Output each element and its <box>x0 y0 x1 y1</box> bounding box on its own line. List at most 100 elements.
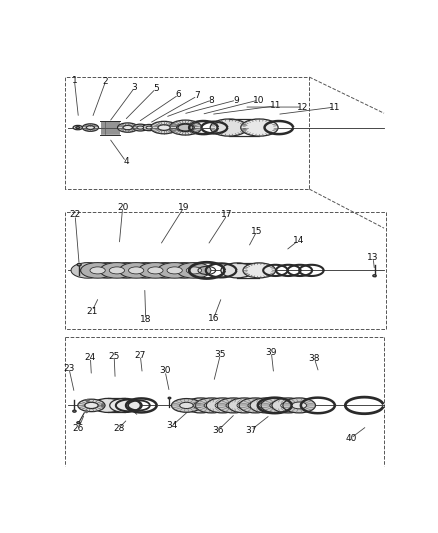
Ellipse shape <box>109 267 124 274</box>
Ellipse shape <box>77 263 81 266</box>
Text: 37: 37 <box>245 425 257 434</box>
Ellipse shape <box>148 263 182 278</box>
Ellipse shape <box>373 274 376 277</box>
Ellipse shape <box>146 126 152 129</box>
Ellipse shape <box>217 398 250 413</box>
Text: 10: 10 <box>253 95 264 104</box>
Text: 17: 17 <box>222 211 233 220</box>
Text: 20: 20 <box>117 203 128 212</box>
Ellipse shape <box>142 124 156 131</box>
Ellipse shape <box>123 125 132 130</box>
Text: 24: 24 <box>85 353 96 362</box>
Ellipse shape <box>128 267 144 274</box>
Ellipse shape <box>186 267 201 274</box>
Text: 23: 23 <box>64 364 75 373</box>
Ellipse shape <box>206 398 239 413</box>
Text: 29: 29 <box>124 404 136 413</box>
Ellipse shape <box>168 397 171 399</box>
Ellipse shape <box>158 263 192 278</box>
Ellipse shape <box>110 263 144 278</box>
Ellipse shape <box>78 399 105 411</box>
Text: 30: 30 <box>159 367 171 375</box>
Text: 21: 21 <box>86 306 98 316</box>
Text: 5: 5 <box>153 84 159 93</box>
Text: 4: 4 <box>123 157 129 166</box>
Ellipse shape <box>71 263 105 278</box>
Ellipse shape <box>177 267 192 274</box>
Ellipse shape <box>177 263 211 278</box>
Text: 3: 3 <box>132 83 138 92</box>
Ellipse shape <box>281 402 296 409</box>
Text: 11: 11 <box>329 102 341 111</box>
Ellipse shape <box>81 263 115 278</box>
Ellipse shape <box>261 398 293 413</box>
Ellipse shape <box>86 126 95 130</box>
Ellipse shape <box>292 402 307 409</box>
Ellipse shape <box>237 402 252 409</box>
Ellipse shape <box>259 402 274 409</box>
Ellipse shape <box>82 124 99 131</box>
Text: 40: 40 <box>345 434 357 443</box>
Ellipse shape <box>270 402 285 409</box>
Ellipse shape <box>167 263 201 278</box>
Text: 35: 35 <box>215 350 226 359</box>
Ellipse shape <box>215 402 230 409</box>
Text: 8: 8 <box>208 95 215 104</box>
Ellipse shape <box>138 267 153 274</box>
Ellipse shape <box>119 263 153 278</box>
Ellipse shape <box>158 125 170 131</box>
Ellipse shape <box>241 119 278 136</box>
Text: 27: 27 <box>134 351 146 360</box>
Ellipse shape <box>157 267 173 274</box>
Text: 36: 36 <box>212 425 224 434</box>
Text: 6: 6 <box>176 90 181 99</box>
Ellipse shape <box>204 402 219 409</box>
Ellipse shape <box>239 398 272 413</box>
Ellipse shape <box>167 267 182 274</box>
Text: 2: 2 <box>103 77 109 86</box>
Text: 38: 38 <box>309 354 320 363</box>
Ellipse shape <box>228 398 261 413</box>
Ellipse shape <box>248 402 263 409</box>
Text: 1: 1 <box>71 76 78 85</box>
Ellipse shape <box>210 119 247 136</box>
Ellipse shape <box>169 120 202 135</box>
Ellipse shape <box>77 422 80 424</box>
Ellipse shape <box>148 267 163 274</box>
Ellipse shape <box>195 398 228 413</box>
Text: 26: 26 <box>73 424 84 433</box>
Ellipse shape <box>73 125 83 130</box>
Ellipse shape <box>73 410 76 412</box>
Ellipse shape <box>119 267 134 274</box>
Ellipse shape <box>172 399 201 413</box>
Text: 39: 39 <box>265 348 277 357</box>
Ellipse shape <box>180 402 193 408</box>
Text: 11: 11 <box>270 101 282 110</box>
Text: 19: 19 <box>178 203 190 212</box>
Ellipse shape <box>226 402 241 409</box>
Text: 28: 28 <box>113 424 124 433</box>
Ellipse shape <box>81 267 95 274</box>
Ellipse shape <box>250 398 283 413</box>
Text: 9: 9 <box>233 95 239 104</box>
Text: 25: 25 <box>109 352 120 361</box>
Ellipse shape <box>243 263 276 278</box>
Ellipse shape <box>221 263 254 278</box>
Ellipse shape <box>90 267 105 274</box>
Ellipse shape <box>283 398 315 413</box>
Ellipse shape <box>99 267 115 274</box>
Text: 22: 22 <box>70 211 81 220</box>
Text: 13: 13 <box>367 253 379 262</box>
Ellipse shape <box>90 263 124 278</box>
Ellipse shape <box>93 398 124 413</box>
Ellipse shape <box>137 126 144 129</box>
Ellipse shape <box>178 124 193 131</box>
Text: 18: 18 <box>140 314 152 324</box>
Ellipse shape <box>100 263 134 278</box>
Ellipse shape <box>177 124 194 132</box>
Ellipse shape <box>133 124 148 131</box>
Ellipse shape <box>193 402 208 409</box>
Text: 12: 12 <box>297 102 308 111</box>
Text: 15: 15 <box>251 227 262 236</box>
Ellipse shape <box>129 263 163 278</box>
